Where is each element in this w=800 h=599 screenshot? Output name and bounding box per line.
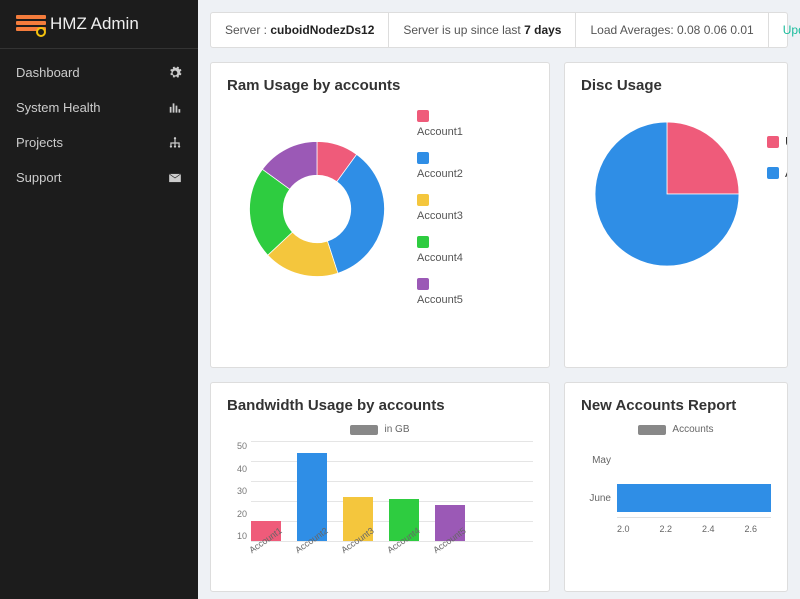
disc-legend: U Avai	[747, 104, 788, 277]
ram-legend-item: Account4	[417, 236, 533, 264]
sidebar-item-projects[interactable]: Projects	[0, 125, 198, 160]
nav-label: Projects	[16, 135, 63, 150]
brand-name: HMZ Admin	[50, 14, 139, 34]
accounts-x-axis: 2.02.22.42.62.83.0	[617, 517, 771, 534]
accounts-row-label: May	[581, 455, 611, 466]
gears-icon	[168, 66, 182, 80]
legend-swatch	[417, 152, 429, 164]
ram-card-title: Ram Usage by accounts	[227, 77, 533, 94]
legend-label: Account5	[417, 294, 533, 306]
legend-label: Account4	[417, 252, 533, 264]
legend-label: Avai	[785, 165, 788, 180]
bandwidth-card: Bandwidth Usage by accounts in GB 504030…	[210, 382, 550, 592]
accounts-xtick: 2.8	[787, 524, 788, 534]
bandwidth-card-title: Bandwidth Usage by accounts	[227, 397, 533, 414]
accounts-row-label: June	[581, 493, 611, 504]
disc-card-title: Disc Usage	[581, 77, 771, 94]
envelope-icon	[168, 171, 182, 185]
status-uptime-value: 7 days	[524, 23, 561, 37]
legend-swatch	[417, 194, 429, 206]
status-uptime-prefix: Server is up since last	[403, 23, 520, 37]
bandwidth-legend-swatch	[350, 425, 378, 435]
nav-label: System Health	[16, 100, 101, 115]
nav-label: Support	[16, 170, 62, 185]
bandwidth-legend: in GB	[227, 424, 533, 435]
disc-legend-item: Avai	[767, 165, 788, 180]
bars-icon	[168, 101, 182, 115]
sidebar-item-system-health[interactable]: System Health	[0, 90, 198, 125]
ram-usage-card: Ram Usage by accounts Account1Account2Ac…	[210, 62, 550, 368]
ram-donut-chart	[227, 104, 407, 306]
bandwidth-legend-label: in GB	[384, 424, 409, 435]
sidebar: HMZ Admin Dashboard System Health Projects…	[0, 0, 198, 599]
legend-label: Account3	[417, 210, 533, 222]
legend-swatch	[417, 236, 429, 248]
legend-label: Account1	[417, 126, 533, 138]
disc-pie-chart	[581, 104, 747, 277]
sidebar-item-dashboard[interactable]: Dashboard	[0, 55, 198, 90]
accounts-legend: Accounts	[581, 424, 771, 435]
legend-swatch	[767, 136, 779, 148]
accounts-xtick: 2.4	[702, 524, 715, 534]
status-updates-link[interactable]: Updates	[769, 13, 800, 47]
accounts-bar	[617, 484, 771, 512]
accounts-legend-swatch	[638, 425, 666, 435]
bandwidth-bar-chart: 5040302010 Account1Account2Account3Accou…	[227, 441, 533, 553]
status-server: Server : cuboidNodezDs12	[211, 13, 389, 47]
brand-logo-icon	[16, 15, 42, 33]
ram-legend-item: Account1	[417, 110, 533, 138]
accounts-card-title: New Accounts Report	[581, 397, 771, 414]
accounts-chart: MayJune	[581, 441, 771, 517]
status-uptime: Server is up since last 7 days	[389, 13, 576, 47]
sitemap-icon	[168, 136, 182, 150]
status-server-label: Server :	[225, 23, 267, 37]
ram-legend-item: Account3	[417, 194, 533, 222]
sidebar-item-support[interactable]: Support	[0, 160, 198, 195]
accounts-legend-label: Accounts	[672, 424, 713, 435]
legend-label: U	[785, 134, 788, 149]
status-updates-label: Updates	[783, 23, 800, 37]
accounts-row: May	[617, 441, 771, 479]
ram-legend: Account1 Account2 Account3 Account4 Account5	[407, 104, 533, 306]
accounts-xtick: 2.2	[660, 524, 673, 534]
status-server-value: cuboidNodezDs12	[270, 23, 374, 37]
ram-legend-item: Account2	[417, 152, 533, 180]
bandwidth-y-axis: 5040302010	[227, 441, 247, 541]
accounts-row: June	[617, 479, 771, 517]
legend-label: Account2	[417, 168, 533, 180]
legend-swatch	[767, 167, 779, 179]
status-load: Load Averages: 0.08 0.06 0.01	[576, 13, 768, 47]
accounts-xtick: 2.0	[617, 524, 630, 534]
legend-swatch	[417, 278, 429, 290]
sidebar-nav: Dashboard System Health Projects Support	[0, 49, 198, 201]
main-content: Server : cuboidNodezDs12 Server is up si…	[198, 0, 800, 599]
disc-legend-item: U	[767, 134, 788, 149]
status-load-label: Load Averages:	[590, 23, 673, 37]
status-load-value: 0.08 0.06 0.01	[677, 23, 754, 37]
disc-usage-card: Disc Usage U Avai	[564, 62, 788, 368]
legend-swatch	[417, 110, 429, 122]
new-accounts-card: New Accounts Report Accounts MayJune 2.0…	[564, 382, 788, 592]
brand[interactable]: HMZ Admin	[0, 0, 198, 49]
accounts-xtick: 2.6	[745, 524, 758, 534]
statusbar: Server : cuboidNodezDs12 Server is up si…	[210, 12, 788, 48]
nav-label: Dashboard	[16, 65, 80, 80]
ram-legend-item: Account5	[417, 278, 533, 306]
